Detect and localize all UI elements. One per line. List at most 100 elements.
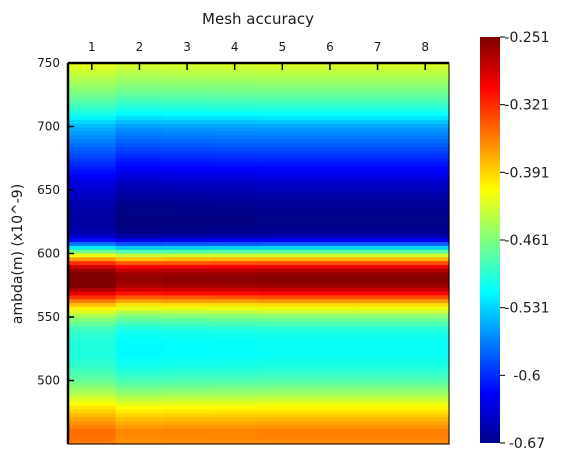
heatmap-cell [68,306,117,312]
heatmap-cell [306,341,355,346]
heatmap-cell [258,158,307,163]
heatmap-cell [115,223,164,228]
x-tick-label: 8 [421,40,429,54]
heatmap-cell [115,352,164,357]
heatmap-cell [163,390,212,396]
heatmap-cell [353,165,402,171]
heatmap-cell [306,85,355,91]
heatmap-cell [115,238,164,243]
heatmap-cell [115,169,164,175]
heatmap-cell [210,367,260,373]
heatmap-cell [306,432,355,437]
heatmap-cell [210,440,260,445]
heatmap-cell [258,181,307,186]
heatmap-cell [115,249,164,255]
heatmap-cell [401,116,450,121]
heatmap-cell [306,337,355,342]
heatmap-cell [163,360,212,365]
heatmap-cell [353,291,402,297]
heatmap-cell [163,417,212,422]
heatmap-cell [401,402,450,407]
heatmap-cell [401,245,450,251]
heatmap-cell [163,348,212,354]
heatmap-cell [68,421,117,426]
heatmap-cell [306,203,355,209]
heatmap-cells [68,63,450,445]
heatmap-cell [115,104,164,110]
heatmap-cell [210,322,260,327]
heatmap-cell [353,383,402,388]
heatmap-cell [68,143,117,148]
heatmap-cell [115,78,164,83]
heatmap-cell [210,287,260,293]
heatmap-cell [210,242,260,247]
heatmap-cell [68,135,117,140]
heatmap-cell [210,413,260,418]
heatmap-cell [353,409,402,415]
heatmap-cell [115,101,164,106]
heatmap-cell [210,436,260,441]
heatmap-cell [115,409,164,415]
heatmap-cell [258,74,307,79]
heatmap-cell [163,70,212,76]
heatmap-cell [258,120,307,125]
heatmap-cell [353,226,402,232]
heatmap-cell [353,306,402,312]
heatmap-cell [210,139,260,144]
x-tick-label: 7 [374,40,382,54]
heatmap-cell [115,127,164,133]
heatmap-cell [353,196,402,201]
heatmap-cell [210,314,260,319]
heatmap-cell [163,249,212,255]
heatmap-cell [258,97,307,102]
heatmap-cell [258,360,307,365]
heatmap-cell [401,173,450,178]
heatmap-cell [258,135,307,140]
heatmap-cell [68,120,117,125]
heatmap-cell [258,428,307,434]
heatmap-cell [115,131,164,136]
heatmap-cell [353,421,402,426]
heatmap-cell [258,337,307,342]
heatmap-cell [258,211,307,216]
heatmap-cell [115,181,164,186]
heatmap-cell [306,97,355,102]
heatmap-cell [115,276,164,281]
heatmap-cell [68,158,117,163]
heatmap-cell [258,287,307,293]
heatmap-cell [163,325,212,331]
heatmap-cell [306,196,355,201]
heatmap-cell [163,306,212,312]
heatmap-cell [163,101,212,106]
heatmap-cell [258,203,307,209]
heatmap-cell [258,306,307,312]
heatmap-cell [306,131,355,136]
heatmap-cell [68,207,117,213]
heatmap-cell [306,303,355,308]
heatmap-cell [401,97,450,102]
heatmap-cell [210,219,260,224]
heatmap-cell [68,440,117,445]
heatmap-cell [306,245,355,251]
heatmap-cell [353,367,402,373]
heatmap-cell [401,211,450,216]
heatmap-cell [163,310,212,316]
heatmap-cell [258,367,307,373]
heatmap-cell [258,123,307,129]
heatmap-cell [163,85,212,91]
heatmap-cell [401,261,450,266]
heatmap-cell [68,379,117,384]
heatmap-cell [210,82,260,87]
heatmap-cell [115,85,164,91]
heatmap-cell [401,367,450,373]
heatmap-cell [68,318,117,323]
heatmap-cell [258,310,307,316]
heatmap-cell [68,352,117,357]
heatmap-cell [306,440,355,445]
heatmap-cell [306,143,355,148]
heatmap-cell [306,264,355,270]
heatmap-cell [115,360,164,365]
heatmap-cell [353,192,402,197]
heatmap-cell [163,143,212,148]
heatmap-cell [210,303,260,308]
